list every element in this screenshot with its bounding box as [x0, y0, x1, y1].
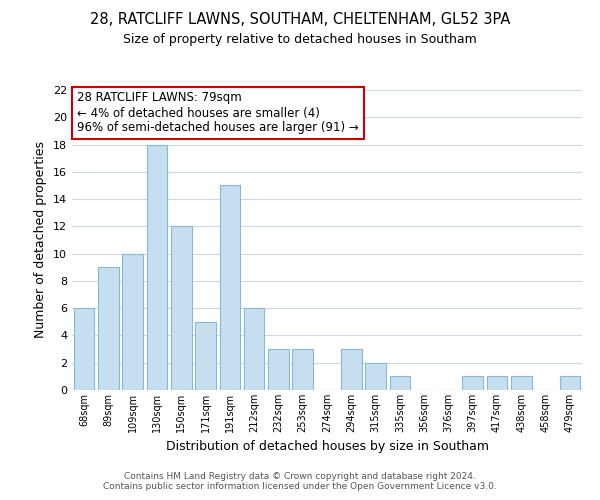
Bar — [220, 186, 240, 390]
Text: 28 RATCLIFF LAWNS: 79sqm
← 4% of detached houses are smaller (4)
96% of semi-det: 28 RATCLIFF LAWNS: 79sqm ← 4% of detache… — [77, 92, 359, 134]
Bar — [560, 376, 580, 390]
Text: Contains HM Land Registry data © Crown copyright and database right 2024.: Contains HM Land Registry data © Crown c… — [124, 472, 476, 481]
Bar — [74, 308, 94, 390]
Bar — [244, 308, 265, 390]
Bar — [146, 144, 167, 390]
Bar — [98, 268, 119, 390]
Bar — [487, 376, 508, 390]
Bar — [365, 362, 386, 390]
X-axis label: Distribution of detached houses by size in Southam: Distribution of detached houses by size … — [166, 440, 488, 454]
Bar — [195, 322, 216, 390]
Bar — [122, 254, 143, 390]
Text: Size of property relative to detached houses in Southam: Size of property relative to detached ho… — [123, 32, 477, 46]
Bar — [171, 226, 191, 390]
Bar — [341, 349, 362, 390]
Bar — [463, 376, 483, 390]
Bar — [292, 349, 313, 390]
Bar — [511, 376, 532, 390]
Y-axis label: Number of detached properties: Number of detached properties — [34, 142, 47, 338]
Text: 28, RATCLIFF LAWNS, SOUTHAM, CHELTENHAM, GL52 3PA: 28, RATCLIFF LAWNS, SOUTHAM, CHELTENHAM,… — [90, 12, 510, 28]
Bar — [268, 349, 289, 390]
Bar — [389, 376, 410, 390]
Text: Contains public sector information licensed under the Open Government Licence v3: Contains public sector information licen… — [103, 482, 497, 491]
